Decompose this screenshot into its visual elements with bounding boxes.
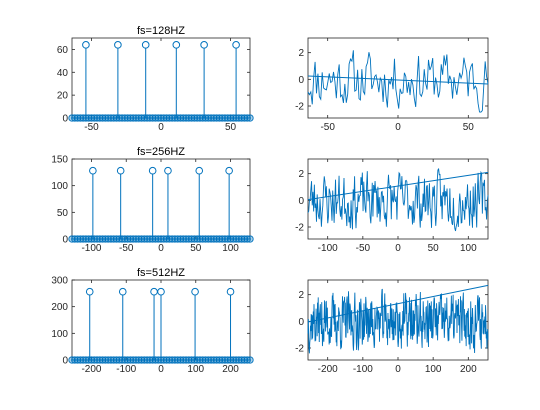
y-tick-label: 50 (57, 208, 69, 219)
x-tick-label: -50 (119, 243, 134, 254)
x-tick-label: -50 (320, 122, 335, 133)
x-tick-label: -100 (318, 243, 338, 254)
x-tick-label: 100 (222, 243, 239, 254)
chart-title: fs=256HZ (137, 146, 185, 158)
y-tick-label: 0 (298, 196, 304, 207)
y-tick-label: -2 (295, 102, 304, 113)
stem-marker (118, 287, 127, 296)
x-tick-label: 50 (190, 243, 202, 254)
stem-marker (225, 166, 233, 175)
stem-marker (85, 287, 94, 296)
stem-marker (148, 166, 157, 175)
x-tick-label: 50 (428, 243, 440, 254)
axes-box (71, 37, 251, 119)
x-tick-label: 200 (222, 364, 239, 375)
y-tick-label: 0 (298, 317, 304, 328)
x-tick-label: 100 (460, 243, 477, 254)
x-tick-label: 0 (158, 364, 164, 375)
x-tick-label: -200 (81, 364, 101, 375)
x-tick-label: 100 (187, 364, 204, 375)
y-tick-label: 0 (298, 75, 304, 86)
plot-area (307, 168, 489, 232)
stem-marker (232, 41, 240, 49)
x-tick-label: 100 (425, 364, 442, 375)
stem-marker (150, 287, 158, 296)
panel-4: -100 -50 0 50 100 -2 0 2 (295, 158, 489, 254)
y-tick-label: 0 (62, 114, 68, 125)
y-tick-label: 20 (57, 91, 69, 102)
axes-box (71, 158, 251, 240)
stem-marker (157, 287, 165, 296)
plot-area (307, 50, 489, 113)
x-tick-label: -50 (84, 122, 99, 133)
signal-line (307, 50, 489, 113)
x-tick-label: 0 (395, 243, 401, 254)
y-tick-label: 150 (51, 155, 68, 166)
chart-title: fs=512HZ (137, 267, 185, 279)
y-tick-label: 2 (298, 169, 304, 180)
signal-line (307, 168, 489, 232)
panel-1: -50 0 50 0 20 40 60 fs=128HZ (57, 25, 254, 133)
x-tick-label: -100 (81, 243, 101, 254)
plot-area (68, 287, 254, 364)
x-tick-label: 200 (460, 364, 477, 375)
stem-marker (195, 166, 204, 175)
y-tick-label: 40 (57, 68, 69, 79)
signal-line (307, 288, 489, 354)
x-tick-label: 0 (395, 122, 401, 133)
y-tick-label: 60 (57, 45, 69, 56)
panel-3: -100 -50 0 50 100 0 50 100 150 fs=256HZ (51, 146, 254, 254)
stem-marker (226, 287, 235, 296)
y-tick-label: -2 (295, 344, 304, 355)
x-tick-label: 0 (158, 243, 164, 254)
y-tick-label: 300 (51, 276, 68, 287)
stem-marker (172, 41, 181, 49)
stem-marker (82, 41, 90, 49)
x-tick-label: -200 (318, 364, 338, 375)
panel-2: -50 0 50 -2 0 2 (295, 37, 489, 133)
x-tick-label: 0 (395, 364, 401, 375)
stem-marker (116, 166, 125, 175)
y-tick-label: -2 (295, 223, 304, 234)
stem-marker (114, 41, 122, 49)
y-tick-label: 2 (298, 290, 304, 301)
y-tick-label: 100 (51, 181, 68, 192)
stem-marker (191, 287, 199, 296)
x-tick-label: 50 (463, 122, 475, 133)
y-tick-label: 100 (51, 329, 68, 340)
trend-line (307, 171, 489, 201)
x-tick-label: 50 (225, 122, 237, 133)
y-tick-label: 2 (298, 48, 304, 59)
panel-5: -200 -100 0 100 200 0 100 200 300 fs=512HZ (51, 267, 254, 375)
x-tick-label: -100 (116, 364, 136, 375)
trend-line (307, 284, 489, 323)
trend-line (307, 75, 489, 85)
stem-marker (141, 41, 150, 49)
stem-marker (89, 166, 97, 175)
stem-marker (200, 41, 208, 49)
x-tick-label: 0 (158, 122, 164, 133)
plot-area (68, 166, 254, 243)
y-tick-label: 0 (62, 356, 68, 367)
y-tick-label: 0 (62, 235, 68, 246)
chart-title: fs=128HZ (137, 25, 185, 37)
plot-area (307, 284, 489, 354)
plot-area (68, 41, 254, 122)
y-tick-label: 200 (51, 302, 68, 313)
panel-6: -200 -100 0 100 200 -2 0 2 (295, 279, 489, 375)
x-tick-label: -100 (353, 364, 373, 375)
stem-marker (164, 166, 172, 175)
x-tick-label: -50 (356, 243, 371, 254)
